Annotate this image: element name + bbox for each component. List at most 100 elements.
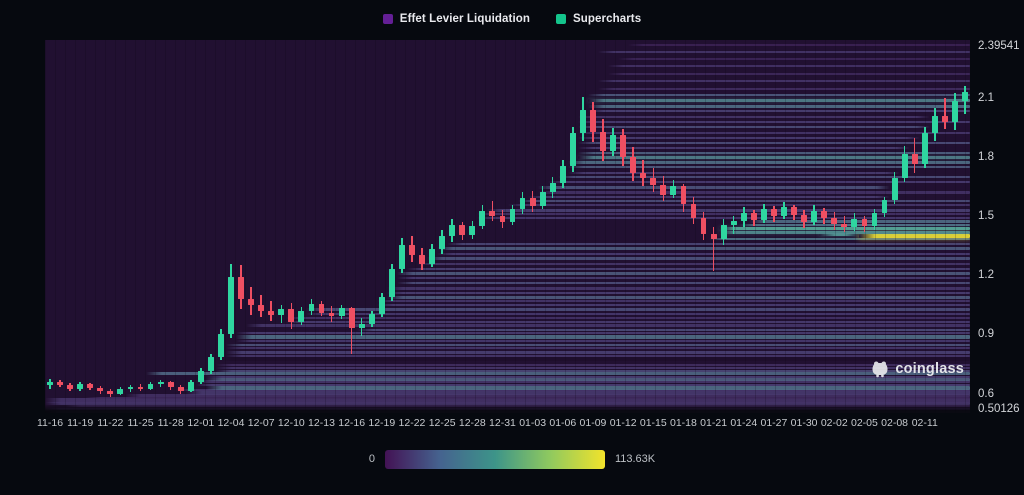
liquidation-band [527,195,890,198]
liquidation-band [145,372,970,376]
date-axis-label: 11-19 [67,417,94,429]
price-axis-label: 0.50126 [978,403,1020,415]
liquidation-band [306,308,970,312]
date-axis[interactable]: 11-16 11-19 11-22 11-25 11-28 12-01 12-04 12-07… [37,417,970,431]
liquidation-band [587,109,970,112]
liquidation-band [537,190,970,194]
candle-body [891,177,898,200]
candle-body [640,173,647,178]
candle-body [439,236,446,249]
candle-body [801,215,808,223]
liquidation-band [85,396,970,399]
liquidation-band [748,219,970,223]
liquidation-band [547,181,970,184]
candle-body [177,386,184,391]
candle-body [318,303,325,313]
legend-label-liquidation: Effet Levier Liquidation [399,13,530,25]
date-axis-label: 12-28 [458,417,486,429]
candle-body [740,213,747,222]
candle-wick [491,200,494,222]
price-axis[interactable]: 2.39541 2.1 1.8 1.5 1.2 0.9 0.6 0.50126 [978,40,1024,415]
candle-body [288,308,295,322]
price-axis-label: 0.9 [978,328,994,341]
date-axis-label: 01-09 [579,417,607,429]
price-axis-label: 0.6 [978,387,994,400]
candle-body [368,313,375,324]
liquidation-band [819,232,860,236]
date-axis-label: 12-22 [398,417,426,429]
candle-body [941,115,948,122]
liquidation-band [577,156,970,160]
candle-body [600,131,606,152]
liquidation-band [487,208,970,212]
date-axis-label: 01-21 [700,417,728,429]
liquidation-band [437,247,970,251]
colorbar-min-label: 0 [368,453,375,465]
candle-body [207,357,214,371]
price-axis-label: 2.39541 [978,40,1020,52]
date-axis-label: 12-13 [308,417,335,429]
chart-plot-area[interactable]: coinglass [45,40,970,413]
date-axis-label: 01-24 [730,417,758,429]
candle-body [750,213,757,221]
candle-body [811,211,818,223]
price-axis-label: 2.1 [978,92,994,105]
price-axis-label: 1.8 [978,151,994,164]
date-axis-label: 11-16 [36,417,64,429]
candle-body [358,323,365,328]
candle-body [248,299,255,305]
date-axis-label: 02-11 [911,417,938,429]
legend-item-liquidation[interactable]: Effet Levier Liquidation [382,13,530,25]
liquidation-band [376,300,970,302]
candle-body [549,182,556,192]
date-axis-label: 12-04 [217,417,245,429]
liquidation-band [215,369,970,372]
liquidation-band [125,394,970,398]
liquidation-band [386,292,970,295]
date-axis-label: 11-25 [127,417,154,429]
liquidation-band [517,199,970,202]
candle-body [338,307,345,316]
candle-body [559,166,566,183]
colorbar-gradient [384,449,605,469]
date-axis-label: 02-02 [820,417,848,429]
liquidation-band [597,80,970,83]
date-axis-label: 01-18 [670,417,697,429]
candle-body [690,203,697,219]
candle-body [760,209,767,221]
chart-legend: Effet Levier Liquidation Supercharts [0,10,1024,28]
candle-wick [732,216,735,235]
date-axis-label: 01-27 [760,417,788,429]
liquidation-band [215,357,970,362]
candle-body [409,244,415,255]
liquidation-band [567,161,970,165]
legend-item-supercharts[interactable]: Supercharts [555,13,641,25]
candle-body [449,225,456,237]
date-axis-label: 12-31 [489,417,516,429]
liquidation-band [859,233,970,238]
candle-body [861,219,868,227]
liquidation-band [205,377,970,381]
candle-body [962,92,968,102]
liquidation-band [567,171,900,174]
liquidation-band [608,65,970,68]
candle-body [429,248,435,264]
liquidation-band [386,295,970,299]
liquidation-band [205,385,970,390]
date-axis-label: 02-08 [881,417,909,429]
candle-body [680,185,687,204]
date-axis-label: 12-25 [428,417,456,429]
candle-body [298,310,305,322]
date-axis-label: 11-22 [97,417,124,429]
liquidation-band [396,277,970,280]
candle-body [710,234,717,239]
candle-body [539,191,546,207]
colorbar-max-label: 113.63K [614,453,656,465]
candle-body [610,134,616,152]
candle-body [238,277,244,300]
candle-body [931,115,938,133]
candle-body [328,312,335,316]
candle-body [821,211,828,219]
liquidation-band [376,303,970,306]
liquidation-band [577,121,970,124]
